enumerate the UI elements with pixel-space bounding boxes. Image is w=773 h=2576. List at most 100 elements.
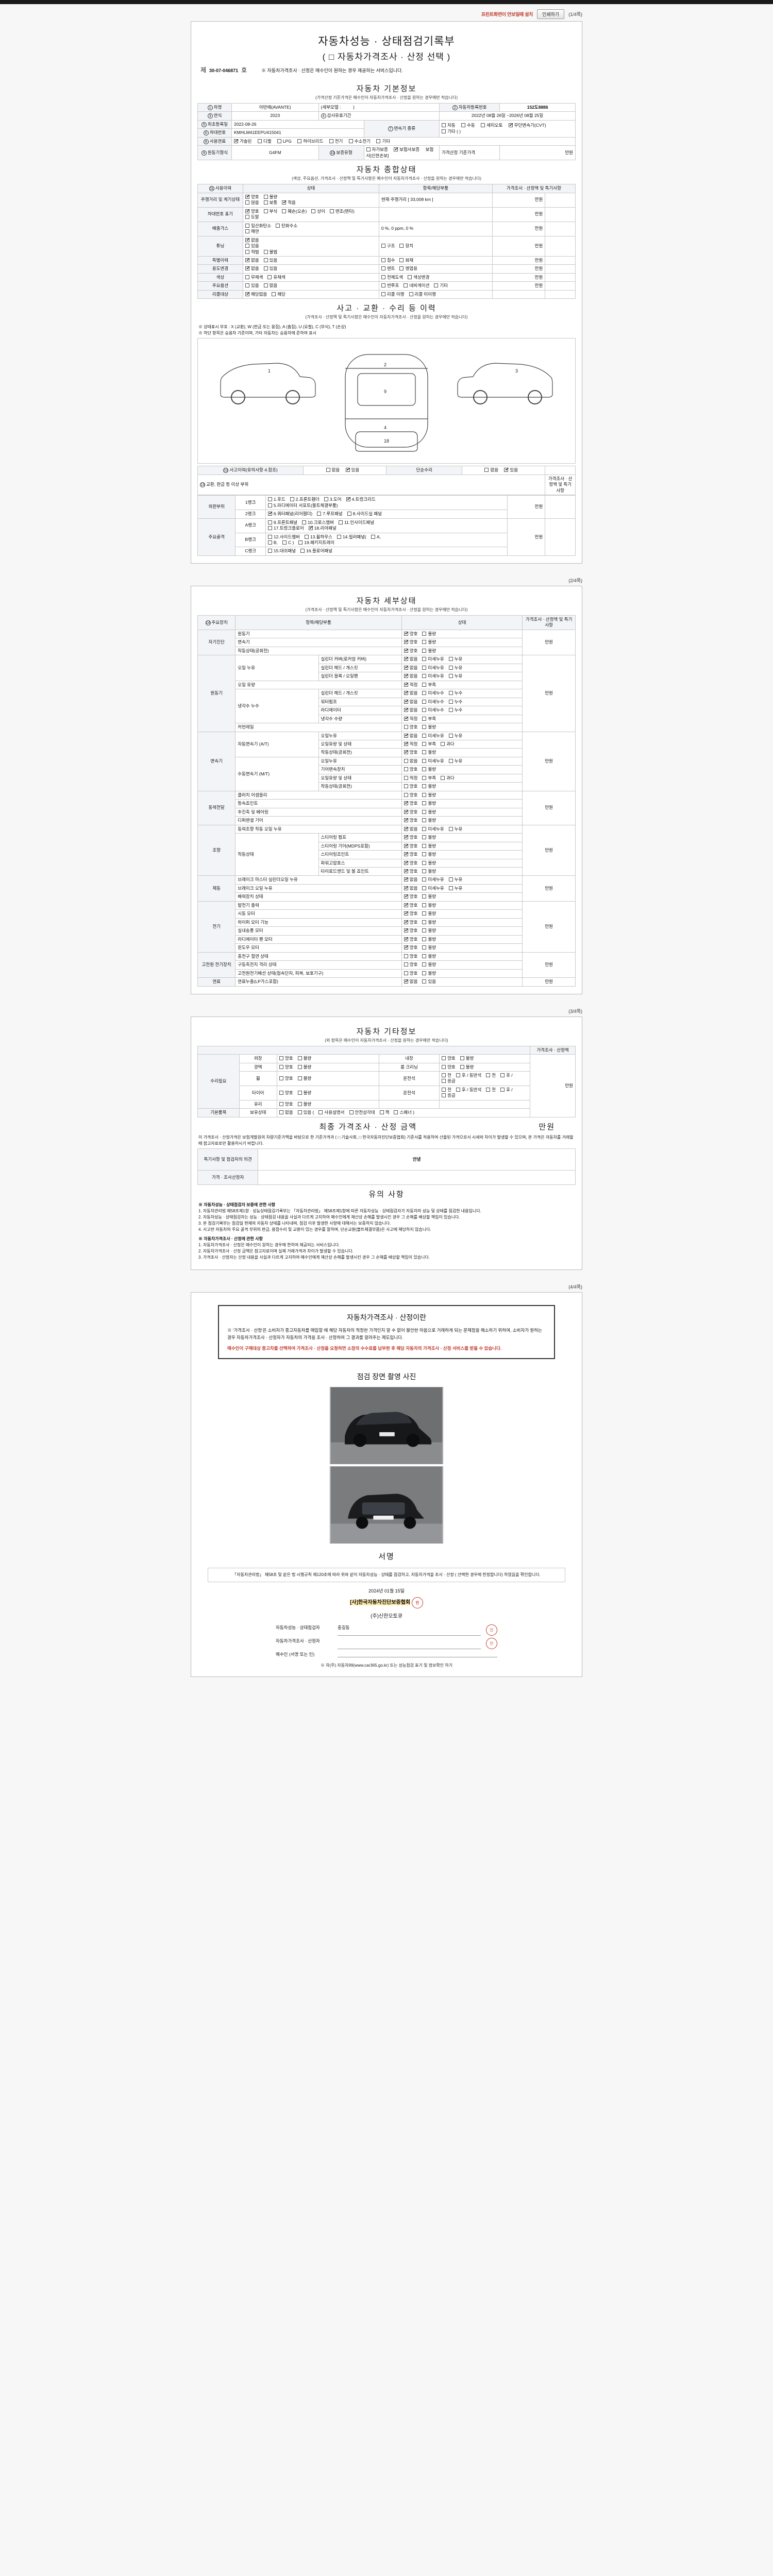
checkbox-overall-item-7-2[interactable]: 기타 (434, 283, 448, 289)
checkbox-overall-4-1[interactable]: 있음 (263, 258, 277, 263)
checkbox-warranty-self[interactable]: 자가보증 (366, 147, 388, 152)
checkbox-overall-6-0[interactable]: 무채색 (245, 275, 263, 280)
checkbox-rank-frame-0-0-2[interactable]: 11.인사이드패널 (339, 520, 374, 526)
checkbox-overall-2-0[interactable]: 매연 (245, 229, 259, 234)
checkbox-overall-item-6-0[interactable]: 전체도색 (381, 275, 403, 280)
checkbox-rank-frame-1-0-3[interactable]: A, (371, 534, 381, 540)
checkbox-detail-4-2-1[interactable]: 불량 (422, 843, 436, 849)
checkbox-simple-yes[interactable]: 있음 (504, 466, 518, 473)
checkbox-detail-2-3-2[interactable]: 누유 (448, 758, 462, 764)
checkbox-detail-4-4-0[interactable]: 양호 (404, 859, 417, 866)
checkbox-overall-0-0[interactable]: 많음 (245, 200, 259, 206)
sign-value-assessor[interactable] (338, 1638, 481, 1650)
checkbox-other-l-2-1[interactable]: 불량 (297, 1076, 311, 1081)
checkbox-detail-0-1-1[interactable]: 불량 (422, 639, 436, 645)
checkbox-detail-6-0-1[interactable]: 불량 (422, 903, 436, 908)
sign-value-buyer[interactable] (338, 1651, 497, 1658)
checkbox-rank-outer-0-0-3[interactable]: 4.트렁크리드 (346, 496, 376, 502)
checkbox-other-l-2-0[interactable]: 양호 (279, 1076, 293, 1081)
checkbox-other-l-0-0[interactable]: 양호 (279, 1056, 293, 1061)
checkbox-detail-6-4-0[interactable]: 양호 (404, 936, 417, 942)
checkbox-detail-1-2-2[interactable]: 누유 (448, 673, 462, 679)
checkbox-detail-2-1-2[interactable]: 과다 (441, 741, 455, 747)
checkbox-overall-2-1[interactable]: 탄화수소 (276, 223, 297, 229)
checkbox-overall-1-2[interactable]: 훼손(오손) (282, 209, 307, 214)
checkbox-detail-2-6-0[interactable]: 양호 (404, 784, 417, 789)
checkbox-accident-yes[interactable]: 있음 (345, 466, 359, 473)
checkbox-other-r-2-1[interactable]: 후 / 동반석 (456, 1073, 481, 1078)
checkbox-other-r-3-0[interactable]: 전 (442, 1087, 451, 1093)
checkbox-detail-2-5-1[interactable]: 부족 (422, 775, 436, 781)
checkbox-detail-1-6-1[interactable]: 미세누수 (422, 707, 444, 713)
checkbox-detail-1-5-1[interactable]: 미세누수 (422, 699, 444, 705)
checkbox-overall-4-0[interactable]: 없음 (245, 257, 259, 263)
checkbox-detail-4-3-1[interactable]: 불량 (422, 852, 436, 857)
checkbox-detail-2-4-0[interactable]: 양호 (404, 767, 417, 772)
checkbox-detail-4-0-1[interactable]: 미세누유 (422, 826, 444, 832)
checkbox-fuel-gasoline[interactable]: 가솔린 (233, 138, 251, 144)
checkbox-detail-1-7-1[interactable]: 부족 (422, 716, 436, 722)
checkbox-overall-6-1[interactable]: 유채색 (267, 275, 285, 280)
checkbox-overall-7-1[interactable]: 없음 (263, 283, 277, 289)
checkbox-detail-6-1-0[interactable]: 양호 (404, 910, 417, 917)
checkbox-detail-0-0-0[interactable]: 양호 (404, 630, 417, 637)
checkbox-other-r-1-1[interactable]: 불량 (460, 1064, 474, 1070)
checkbox-fuel-hydrogen[interactable]: 수소전기 (348, 139, 371, 144)
checkbox-rank-frame-1-1-2[interactable]: 19.패키지트레이 (298, 540, 334, 546)
checkbox-rank-frame-1-1-0[interactable]: B, (267, 540, 278, 546)
checkbox-overall-item-5-0[interactable]: 렌트 (381, 266, 395, 272)
checkbox-detail-1-1-2[interactable]: 누유 (448, 665, 462, 671)
checkbox-overall-1-4[interactable]: 변조(변타) (329, 209, 355, 214)
checkbox-detail-5-1-1[interactable]: 미세누유 (422, 886, 444, 891)
checkbox-overall-mid-3-1[interactable]: 불법 (263, 249, 277, 255)
checkbox-overall-1-1[interactable]: 부식 (263, 209, 277, 214)
checkbox-detail-4-1-1[interactable]: 불량 (422, 835, 436, 840)
checkbox-overall-right-3-1[interactable]: 장치 (399, 243, 413, 249)
checkbox-detail-4-0-2[interactable]: 누유 (448, 826, 462, 832)
checkbox-overall-0-0[interactable]: 양호 (245, 193, 259, 200)
checkbox-overall-item-7-0[interactable]: 썬루프 (381, 283, 399, 289)
checkbox-fuel-electric[interactable]: 전기 (329, 139, 343, 144)
checkbox-detail-3-2-1[interactable]: 불량 (422, 809, 436, 815)
checkbox-fuel-hybrid[interactable]: 하이브리드 (297, 139, 323, 144)
checkbox-detail-1-4-1[interactable]: 미세누수 (422, 690, 444, 696)
checkbox-overall-1-0[interactable]: 양호 (245, 208, 259, 214)
checkbox-detail-2-4-1[interactable]: 불량 (422, 767, 436, 772)
checkbox-detail-2-3-0[interactable]: 없음 (404, 758, 417, 764)
checkbox-overall-3-0[interactable]: 없음 (245, 236, 259, 243)
checkbox-detail-4-5-0[interactable]: 양호 (404, 868, 417, 874)
checkbox-other-r-3-3[interactable]: 후 / (500, 1087, 513, 1093)
checkbox-other-r-3-4[interactable]: 응급 (442, 1093, 456, 1098)
checkbox-overall-0-1[interactable]: 불량 (263, 194, 277, 200)
checkbox-detail-6-3-0[interactable]: 양호 (404, 927, 417, 934)
checkbox-rank-frame-1-0-1[interactable]: 13.휠하우스 (304, 534, 332, 540)
checkbox-rank-frame-1-0-0[interactable]: 12.사이드멤버 (267, 534, 300, 540)
checkbox-detail-3-2-0[interactable]: 양호 (404, 808, 417, 815)
checkbox-detail-2-1-0[interactable]: 적정 (404, 740, 417, 747)
checkbox-detail-2-2-1[interactable]: 불량 (422, 750, 436, 755)
checkbox-overall-item-8-1[interactable]: 리콜 미이행 (409, 292, 436, 297)
checkbox-detail-7-1-0[interactable]: 양호 (404, 962, 417, 968)
checkbox-detail-5-0-0[interactable]: 없음 (404, 876, 417, 883)
checkbox-rank-outer-0-0-1[interactable]: 2.프론트휀더 (290, 497, 320, 502)
checkbox-rank-outer-1-0-0[interactable]: 6.쿼터패널(리어휀더) (267, 510, 312, 517)
checkbox-detail-6-5-0[interactable]: 양호 (404, 944, 417, 951)
checkbox-detail-2-2-0[interactable]: 양호 (404, 749, 417, 755)
checkbox-rank-outer-1-0-1[interactable]: 7.루프패널 (317, 511, 343, 517)
checkbox-detail-5-2-0[interactable]: 양호 (404, 893, 417, 900)
checkbox-detail-4-1-0[interactable]: 양호 (404, 834, 417, 840)
checkbox-detail-0-2-1[interactable]: 불량 (422, 648, 436, 654)
checkbox-trans-cvt[interactable]: 무단변속기(CVT) (508, 122, 546, 128)
checkbox-detail-5-0-1[interactable]: 미세누유 (422, 877, 444, 883)
checkbox-detail-4-3-0[interactable]: 양호 (404, 851, 417, 857)
checkbox-overall-3-0[interactable]: 있음 (245, 243, 259, 249)
checkbox-rank-frame-1-0-2[interactable]: 14.필러패널( (337, 534, 366, 540)
checkbox-fuel-diesel[interactable]: 디젤 (257, 139, 271, 144)
checkbox-accident-none[interactable]: 없음 (326, 467, 340, 473)
checkbox-other-l-3-1[interactable]: 불량 (297, 1090, 311, 1096)
checkbox-detail-0-1-0[interactable]: 양호 (404, 638, 417, 645)
checkbox-other-r-2-3[interactable]: 후 / (500, 1073, 513, 1078)
checkbox-overall-mid-3-0[interactable]: 적법 (245, 249, 259, 255)
checkbox-other-basic-2[interactable]: 사용설명서 (318, 1110, 345, 1115)
checkbox-detail-2-5-0[interactable]: 적정 (404, 775, 417, 781)
